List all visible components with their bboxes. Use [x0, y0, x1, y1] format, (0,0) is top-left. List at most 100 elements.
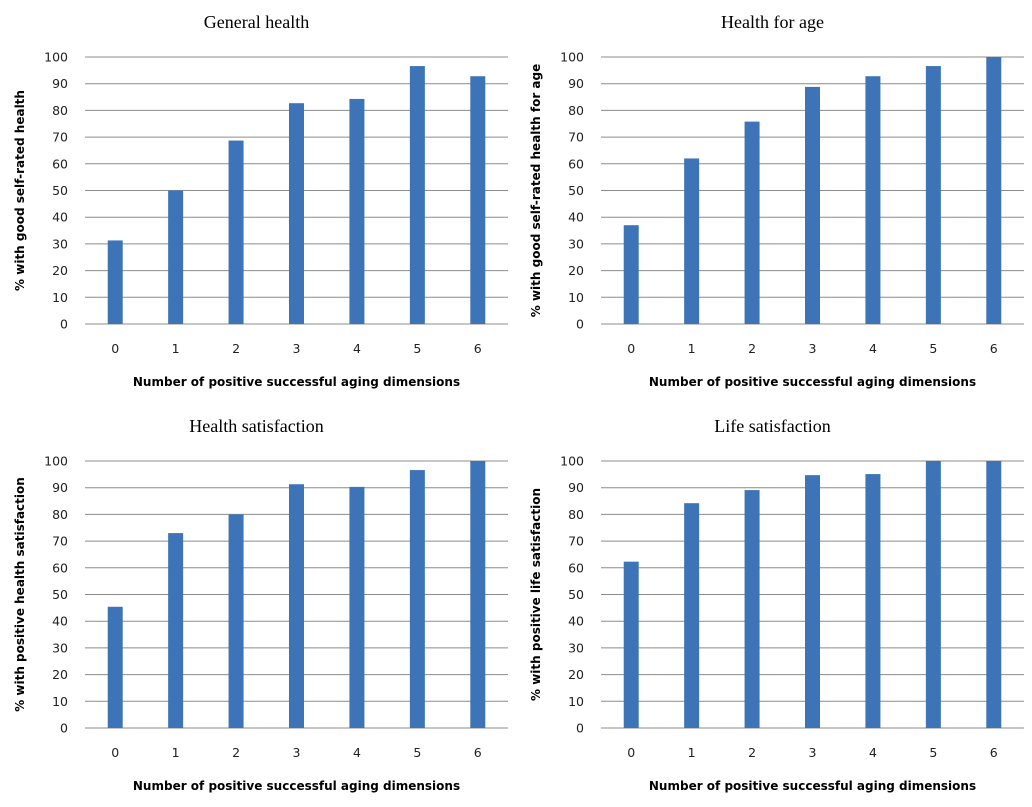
chart-panel-general-health: General health 0 10 20 30 40 50 60 70 80 90 100 0 1 2 3… — [0, 0, 516, 403]
y-tick-label: 50 — [52, 183, 68, 198]
x-tick-label: 6 — [990, 341, 998, 356]
y-tick-label: 70 — [52, 534, 68, 549]
x-axis-label: Number of positive successful aging dime… — [133, 375, 460, 389]
y-axis-label: % with good self-rated health for age — [529, 64, 543, 317]
y-tick-label: 40 — [568, 210, 584, 225]
y-tick-label: 60 — [52, 560, 68, 575]
bar-life-satisfaction-3 — [805, 475, 820, 728]
x-tick-label: 4 — [869, 745, 877, 760]
x-tick-label: 3 — [293, 745, 301, 760]
x-tick-label: 2 — [232, 745, 240, 760]
chart-health-satisfaction: Health satisfaction010203040506070809010… — [13, 416, 508, 793]
bar-general-health-5 — [409, 66, 425, 324]
x-tick-label: 6 — [990, 745, 998, 760]
chart-life-satisfaction: Life satisfaction 0 10 20 30 40 50 60 70 80 90 100 0… — [529, 416, 1024, 793]
y-tick-label: 80 — [568, 103, 584, 118]
x-tick-label: 2 — [748, 745, 756, 760]
x-tick-label: 5 — [929, 341, 937, 356]
x-tick-label: 5 — [413, 341, 421, 356]
x-axis-label: Number of positive successful aging dime… — [133, 779, 460, 793]
bar-health-for-age-3 — [805, 86, 820, 325]
y-tick-label: 100 — [44, 454, 68, 469]
y-tick-label: 30 — [568, 236, 584, 251]
x-tick-label: 3 — [809, 341, 817, 356]
y-axis-label: % with positive health satisfaction — [13, 477, 27, 712]
y-tick-label: 40 — [568, 614, 584, 629]
chart-title: Health for age — [721, 12, 824, 32]
y-tick-label: 90 — [52, 76, 68, 91]
y-tick-label: 10 — [52, 694, 68, 709]
bar-life-satisfaction-1 — [684, 503, 700, 728]
y-tick-label: 80 — [52, 507, 68, 522]
x-tick-label: 4 — [353, 745, 361, 760]
bar-health-for-age-6 — [986, 57, 1002, 324]
x-tick-label: 1 — [172, 341, 180, 356]
x-tick-label: 5 — [929, 745, 937, 760]
bar-health-for-age-1 — [684, 158, 700, 324]
bar-health-for-age-5 — [925, 66, 941, 324]
bar-general-health-0 — [107, 240, 123, 324]
y-tick-label: 50 — [568, 183, 584, 198]
bar-life-satisfaction-5 — [925, 461, 941, 728]
bar-life-satisfaction-0 — [623, 561, 639, 728]
x-tick-label: 0 — [627, 341, 635, 356]
bar-life-satisfaction-2 — [744, 490, 760, 728]
y-tick-label: 10 — [52, 290, 68, 305]
y-tick-label: 100 — [560, 454, 584, 469]
y-tick-label: 0 — [576, 721, 584, 736]
y-tick-label: 30 — [52, 236, 68, 251]
x-tick-label: 2 — [748, 341, 756, 356]
chart-panel-life-satisfaction: Life satisfaction 0 10 20 30 40 50 60 70 80 90 100 0… — [516, 404, 1032, 807]
bar-general-health-1 — [168, 190, 184, 324]
y-axis-label: % with positive life satisfaction — [529, 488, 543, 701]
chart-title: Health satisfaction — [189, 416, 323, 436]
x-tick-label: 6 — [474, 745, 482, 760]
x-tick-label: 1 — [172, 745, 180, 760]
bar-health-satisfaction-4 — [349, 486, 365, 728]
y-tick-label: 70 — [568, 534, 584, 549]
x-tick-label: 0 — [111, 341, 119, 356]
y-tick-label: 0 — [576, 317, 584, 332]
x-tick-label: 3 — [809, 745, 817, 760]
y-tick-label: 60 — [568, 156, 584, 171]
y-tick-label: 50 — [52, 587, 68, 602]
y-tick-label: 80 — [52, 103, 68, 118]
x-tick-label: 0 — [627, 745, 635, 760]
x-tick-label: 3 — [293, 341, 301, 356]
y-axis-label: % with good self-rated health — [13, 90, 27, 291]
bar-health-satisfaction-1 — [168, 533, 184, 728]
y-tick-label: 80 — [568, 507, 584, 522]
y-tick-label: 0 — [60, 721, 68, 736]
chart-general-health: General health 0 10 20 30 40 50 60 70 80 90 100 0 1 2 3… — [13, 12, 508, 389]
x-tick-label: 4 — [869, 341, 877, 356]
bar-health-satisfaction-2 — [228, 514, 244, 728]
x-tick-label: 4 — [353, 341, 361, 356]
x-tick-label: 6 — [474, 341, 482, 356]
x-axis-label: Number of positive successful aging dime… — [649, 375, 976, 389]
bar-health-for-age-0 — [623, 225, 639, 324]
y-tick-label: 60 — [52, 156, 68, 171]
y-tick-label: 20 — [568, 667, 584, 682]
y-tick-label: 10 — [568, 290, 584, 305]
bar-health-for-age-4 — [865, 76, 881, 324]
bar-life-satisfaction-4 — [865, 474, 881, 728]
y-tick-label: 100 — [44, 50, 68, 65]
y-tick-label: 90 — [568, 480, 584, 495]
chart-health-for-age: Health for age 0 10 20 30 40 50 60 70 80 90 100 0 1 2 3… — [529, 12, 1024, 389]
y-tick-label: 70 — [52, 130, 68, 145]
x-axis-label: Number of positive successful aging dime… — [649, 779, 976, 793]
bar-general-health-2 — [228, 140, 244, 324]
y-tick-label: 90 — [52, 480, 68, 495]
bar-health-satisfaction-0 — [107, 606, 123, 728]
y-tick-label: 40 — [52, 210, 68, 225]
y-tick-label: 20 — [568, 263, 584, 278]
bar-health-for-age-2 — [744, 121, 760, 324]
chart-title: General health — [204, 12, 309, 32]
bar-life-satisfaction-6 — [986, 461, 1002, 728]
y-tick-label: 20 — [52, 667, 68, 682]
y-tick-label: 100 — [560, 50, 584, 65]
y-tick-label: 30 — [52, 640, 68, 655]
y-tick-label: 60 — [568, 560, 584, 575]
y-tick-label: 20 — [52, 263, 68, 278]
y-tick-label: 90 — [568, 76, 584, 91]
